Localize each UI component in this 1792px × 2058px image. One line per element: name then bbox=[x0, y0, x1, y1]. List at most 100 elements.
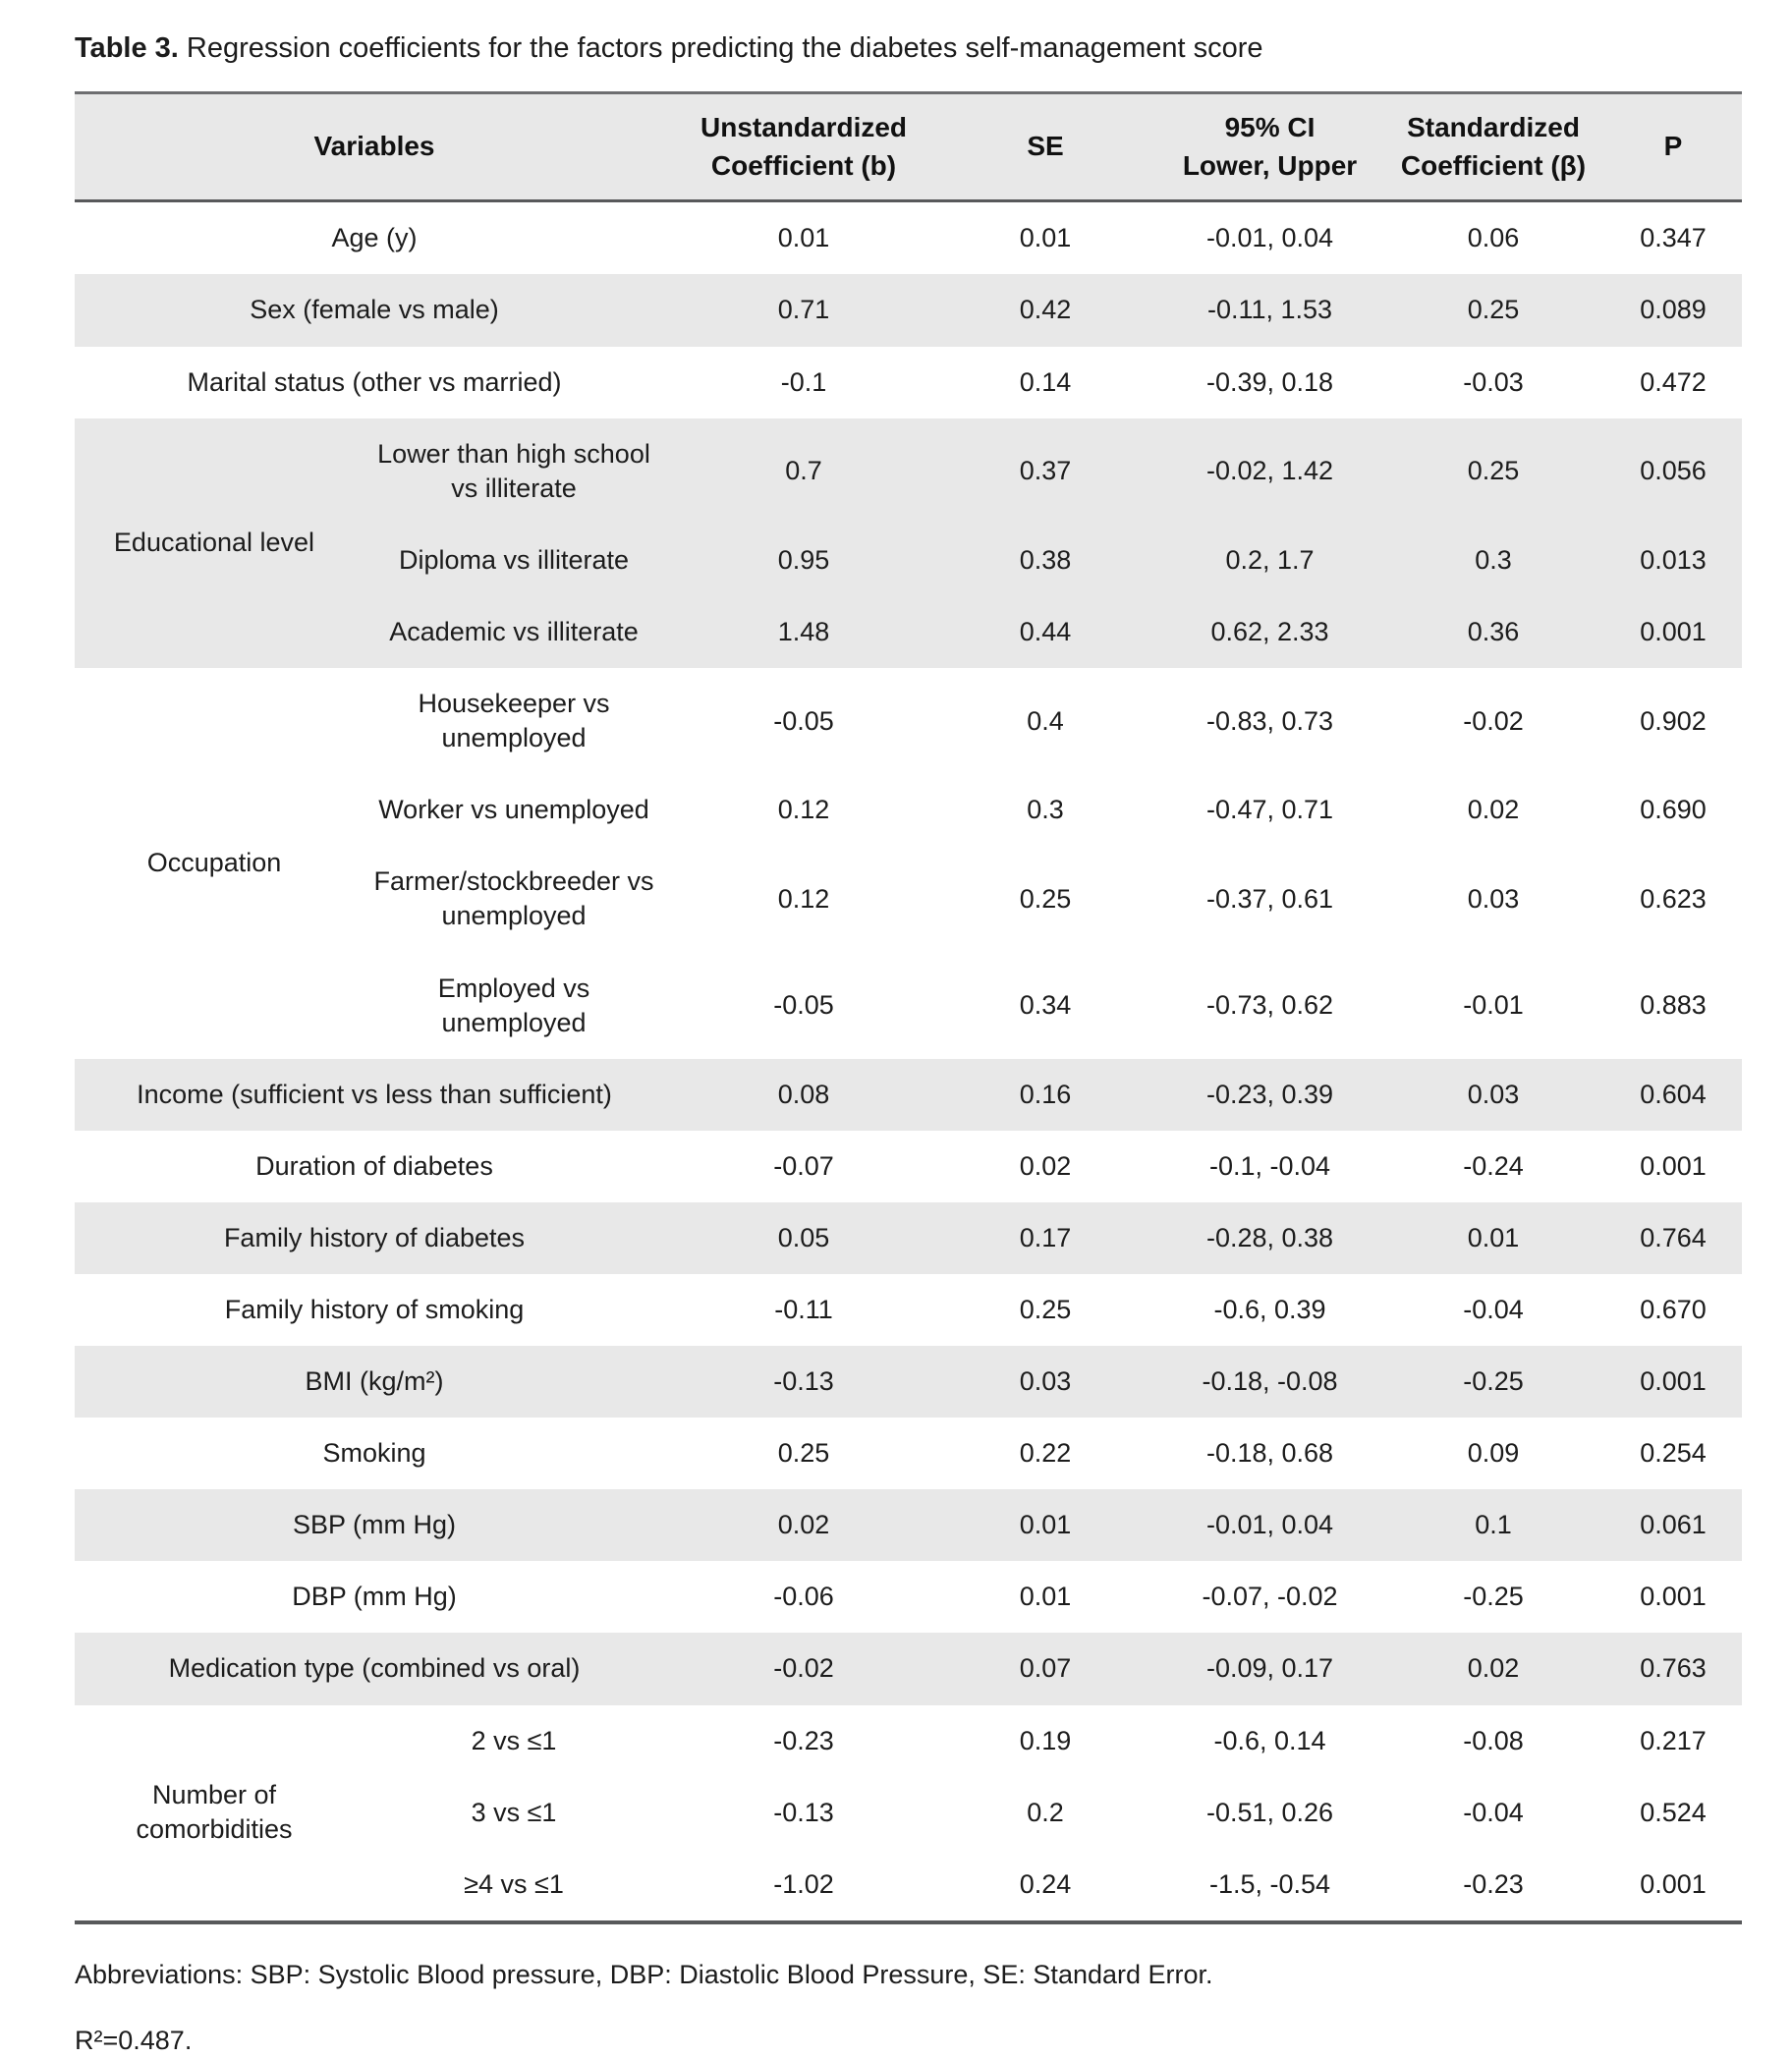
cell-se: 0.17 bbox=[1019, 1222, 1072, 1252]
header-unstandardized-coefficient: Unstandardized Coefficient (b) bbox=[700, 112, 908, 181]
cell-p: 0.001 bbox=[1640, 1150, 1707, 1181]
table-row: Farmer/stockbreeder vs unemployed 0.12 0.2… bbox=[75, 846, 1742, 952]
cell-unstandardized-coefficient: -1.02 bbox=[773, 1868, 834, 1899]
group-label: Occupation bbox=[146, 848, 282, 878]
cell-p: 0.883 bbox=[1640, 990, 1707, 1021]
cell-se: 0.2 bbox=[1027, 1797, 1064, 1827]
header-variables: Variables bbox=[313, 131, 435, 162]
cell-unstandardized-coefficient: 0.12 bbox=[777, 883, 830, 914]
cell-se: 0.34 bbox=[1019, 990, 1072, 1021]
variable-label: Sex (female vs male) bbox=[250, 295, 499, 325]
cell-se: 0.03 bbox=[1019, 1366, 1072, 1397]
cell-p: 0.524 bbox=[1640, 1797, 1707, 1827]
cell-ci: -0.6, 0.39 bbox=[1213, 1294, 1326, 1324]
header-ci: 95% CI Lower, Upper bbox=[1182, 112, 1358, 181]
cell-p: 0.001 bbox=[1640, 616, 1707, 646]
cell-p: 0.764 bbox=[1640, 1222, 1707, 1252]
cell-ci: -0.6, 0.14 bbox=[1213, 1725, 1326, 1755]
cell-p: 0.013 bbox=[1640, 544, 1707, 575]
variable-label: Income (sufficient vs less than sufficie… bbox=[137, 1079, 612, 1109]
cell-p: 0.472 bbox=[1640, 366, 1707, 397]
cell-se: 0.44 bbox=[1019, 616, 1072, 646]
cell-ci: -0.01, 0.04 bbox=[1205, 1510, 1334, 1540]
cell-ci: -0.39, 0.18 bbox=[1205, 366, 1334, 397]
variable-sublabel: Lower than high school vs illiterate bbox=[377, 438, 650, 503]
variable-sublabel: Employed vs unemployed bbox=[437, 973, 590, 1037]
cell-p: 0.623 bbox=[1640, 883, 1707, 914]
cell-p: 0.670 bbox=[1640, 1294, 1707, 1324]
table-header: Variables Unstandardized Coefficient (b)… bbox=[75, 92, 1743, 201]
variable-sublabel: ≥4 vs ≤1 bbox=[464, 1868, 564, 1899]
cell-unstandardized-coefficient: 0.25 bbox=[777, 1438, 830, 1469]
table-row: Marital status (other vs married) -0.1 0.1… bbox=[75, 347, 1742, 418]
cell-standardized-coefficient: 0.3 bbox=[1475, 544, 1512, 575]
cell-se: 0.25 bbox=[1019, 1294, 1072, 1324]
table-row: Family history of diabetes 0.05 0.17 -0.28,… bbox=[75, 1201, 1743, 1274]
cell-standardized-coefficient: 0.09 bbox=[1467, 1438, 1520, 1469]
table-caption: Table 3. Regression coefficients for the… bbox=[75, 29, 1742, 68]
cell-unstandardized-coefficient: -0.06 bbox=[773, 1582, 834, 1612]
cell-ci: -1.5, -0.54 bbox=[1208, 1868, 1331, 1899]
variable-sublabel: Academic vs illiterate bbox=[389, 616, 639, 646]
table-row: BMI (kg/m²) -0.13 0.03 -0.18, -0.08 -0.25 0.0… bbox=[75, 1346, 1743, 1418]
cell-standardized-coefficient: -0.01 bbox=[1463, 990, 1524, 1021]
cell-unstandardized-coefficient: -0.05 bbox=[773, 990, 834, 1021]
variable-label: DBP (mm Hg) bbox=[292, 1582, 457, 1612]
cell-ci: -0.73, 0.62 bbox=[1205, 990, 1334, 1021]
table-row: Smoking 0.25 0.22 -0.18, 0.68 0.09 0.254 bbox=[75, 1418, 1742, 1489]
cell-se: 0.14 bbox=[1019, 366, 1072, 397]
cell-standardized-coefficient: 0.01 bbox=[1467, 1222, 1520, 1252]
cell-standardized-coefficient: -0.04 bbox=[1463, 1797, 1524, 1827]
variable-sublabel: Farmer/stockbreeder vs unemployed bbox=[373, 866, 654, 931]
cell-unstandardized-coefficient: 0.08 bbox=[777, 1079, 830, 1109]
cell-p: 0.001 bbox=[1640, 1868, 1707, 1899]
cell-standardized-coefficient: 0.25 bbox=[1467, 295, 1520, 325]
variable-label: Smoking bbox=[322, 1438, 426, 1469]
cell-p: 0.001 bbox=[1640, 1366, 1707, 1397]
cell-standardized-coefficient: -0.24 bbox=[1463, 1150, 1524, 1181]
cell-se: 0.01 bbox=[1019, 223, 1072, 253]
cell-ci: -0.1, -0.04 bbox=[1208, 1150, 1331, 1181]
cell-standardized-coefficient: 0.06 bbox=[1467, 223, 1520, 253]
abbreviations-note: Abbreviations: SBP: Systolic Blood press… bbox=[75, 1959, 1213, 1989]
cell-unstandardized-coefficient: 0.01 bbox=[777, 223, 830, 253]
cell-p: 0.604 bbox=[1640, 1079, 1707, 1109]
regression-table: Variables Unstandardized Coefficient (b)… bbox=[75, 91, 1743, 1924]
cell-standardized-coefficient: 0.02 bbox=[1467, 795, 1520, 825]
variable-label: BMI (kg/m²) bbox=[305, 1366, 444, 1397]
table-row: Sex (female vs male) 0.71 0.42 -0.11, 1.53 0… bbox=[75, 274, 1743, 347]
cell-unstandardized-coefficient: -0.07 bbox=[773, 1150, 834, 1181]
variable-label: Duration of diabetes bbox=[255, 1150, 493, 1181]
cell-standardized-coefficient: 0.02 bbox=[1467, 1653, 1520, 1684]
table-row: Occupation Housekeeper vs unemployed -0.05… bbox=[75, 668, 1742, 877]
variable-sublabel: 3 vs ≤1 bbox=[471, 1797, 557, 1827]
table-caption-label: Table 3. bbox=[75, 32, 179, 64]
table-row: Duration of diabetes -0.07 0.02 -0.1, -0.04… bbox=[75, 1131, 1742, 1202]
cell-standardized-coefficient: 0.03 bbox=[1467, 883, 1520, 914]
r-squared-note: R²=0.487. bbox=[75, 2025, 193, 2055]
cell-ci: -0.47, 0.71 bbox=[1205, 795, 1334, 825]
cell-ci: 0.2, 1.7 bbox=[1225, 544, 1315, 575]
variable-sublabel: Worker vs unemployed bbox=[378, 795, 649, 825]
cell-unstandardized-coefficient: -0.23 bbox=[773, 1725, 834, 1755]
cell-ci: 0.62, 2.33 bbox=[1210, 616, 1329, 646]
cell-se: 0.37 bbox=[1019, 456, 1072, 486]
cell-se: 0.22 bbox=[1019, 1438, 1072, 1469]
cell-ci: -0.37, 0.61 bbox=[1205, 883, 1334, 914]
cell-se: 0.16 bbox=[1019, 1079, 1072, 1109]
cell-ci: -0.18, -0.08 bbox=[1202, 1366, 1338, 1397]
cell-standardized-coefficient: 0.03 bbox=[1467, 1079, 1520, 1109]
table-row: Employed vs unemployed -0.05 0.34 -0.73, 0.… bbox=[75, 953, 1742, 1059]
cell-p: 0.763 bbox=[1640, 1653, 1707, 1684]
cell-p: 0.254 bbox=[1640, 1438, 1707, 1469]
cell-unstandardized-coefficient: 0.05 bbox=[777, 1222, 830, 1252]
table-row: 3 vs ≤1 -0.13 0.2 -0.51, 0.26 -0.04 0.524 bbox=[75, 1777, 1742, 1849]
cell-se: 0.24 bbox=[1019, 1868, 1072, 1899]
cell-p: 0.061 bbox=[1640, 1510, 1707, 1540]
cell-p: 0.902 bbox=[1640, 705, 1707, 736]
cell-unstandardized-coefficient: -0.02 bbox=[773, 1653, 834, 1684]
cell-ci: -0.07, -0.02 bbox=[1202, 1582, 1338, 1612]
header-se: SE bbox=[1027, 131, 1064, 162]
cell-p: 0.217 bbox=[1640, 1725, 1707, 1755]
cell-unstandardized-coefficient: -0.13 bbox=[773, 1366, 834, 1397]
